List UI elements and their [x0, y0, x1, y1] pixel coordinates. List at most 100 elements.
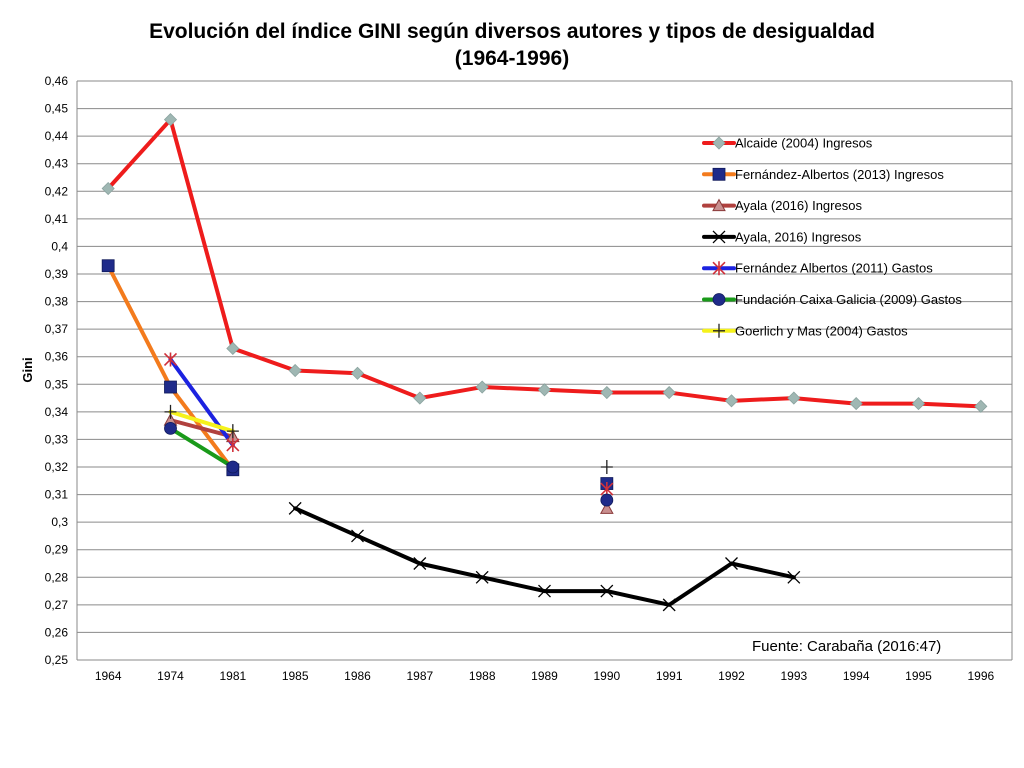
series-4-point — [600, 584, 614, 598]
series-7-point — [164, 404, 177, 419]
x-tick-label: 1964 — [95, 669, 122, 683]
x-tick-label: 1994 — [843, 669, 870, 683]
series-1-point — [787, 391, 801, 405]
y-tick-label: 0,42 — [45, 184, 69, 198]
y-tick-label: 0,36 — [45, 350, 69, 364]
series-6-line — [168, 426, 235, 469]
chart-title: Evolución del índice GINI según diversos… — [149, 20, 875, 43]
axes: 0,25 0,26 0,27 0,28 0,29 0,3 0,31 0,32 0,33 0,34 0… — [45, 74, 1013, 683]
series-5-point — [163, 352, 178, 367]
series-1-point — [226, 341, 240, 356]
y-tick-label: 0,44 — [45, 129, 69, 143]
legend-label: Alcaide (2004) Ingresos — [735, 136, 873, 151]
y-tick-label: 0,27 — [45, 598, 69, 612]
x-tick-label: 1996 — [967, 669, 994, 683]
series-4-point — [787, 570, 801, 584]
legend-label: Goerlich y Mas (2004) Gastos — [735, 323, 908, 338]
series-1-point — [600, 385, 614, 400]
series-1-point — [288, 363, 302, 378]
series-markers — [101, 113, 988, 612]
series-7-line — [168, 409, 235, 434]
x-tick-label: 1990 — [593, 669, 620, 683]
x-tick-label: 1992 — [718, 669, 745, 683]
legend-swatch-marker — [712, 136, 726, 150]
y-tick-label: 0,41 — [45, 212, 69, 226]
legend-swatch-marker — [712, 198, 726, 212]
legend-swatch-marker — [712, 230, 726, 244]
y-tick-label: 0,38 — [45, 295, 69, 309]
series-2-point — [101, 259, 115, 273]
series-7-point — [600, 460, 613, 474]
x-tick-label: 1985 — [282, 669, 309, 683]
series-1-point — [849, 397, 863, 411]
series-4-point — [662, 598, 676, 612]
series-6-point — [600, 493, 614, 507]
legend-swatch-marker — [712, 293, 726, 306]
series-5-point — [226, 437, 240, 452]
legend-label: Ayala, 2016) Ingresos — [735, 229, 862, 244]
x-tick-label: 1989 — [531, 669, 558, 683]
series-1-point — [475, 380, 489, 394]
legend-label: Ayala (2016) Ingresos — [735, 198, 862, 213]
legend-label: Fernández Albertos (2011) Gastos — [735, 261, 933, 276]
legend-swatch-marker — [712, 261, 726, 276]
series-4-point — [475, 570, 489, 584]
series-lines — [106, 117, 983, 607]
series-1-point — [974, 399, 988, 413]
x-tick-label: 1981 — [219, 669, 246, 683]
series-1-point — [537, 383, 552, 397]
y-tick-label: 0,34 — [45, 405, 69, 419]
y-tick-label: 0,37 — [45, 322, 69, 336]
chart-subtitle: (1964-1996) — [454, 47, 570, 70]
series-4-point — [413, 557, 427, 570]
y-tick-label: 0,26 — [45, 625, 69, 639]
y-tick-label: 0,28 — [45, 570, 69, 584]
y-tick-label: 0,31 — [45, 488, 69, 502]
series-4-point — [725, 557, 738, 570]
legend-swatch-marker — [713, 323, 725, 338]
series-6-point — [164, 421, 177, 435]
x-tick-label: 1991 — [656, 669, 683, 683]
legend-label: Fernández-Albertos (2013) Ingresos — [735, 167, 944, 182]
source-annotation: Fuente: Carabaña (2016:47) — [752, 638, 941, 655]
y-tick-label: 0,39 — [45, 267, 69, 281]
series-1-point — [413, 391, 427, 405]
x-tick-label: 1993 — [780, 669, 807, 683]
y-tick-label: 0,43 — [45, 157, 69, 171]
y-tick-label: 0,4 — [51, 239, 68, 253]
series-1-point — [724, 394, 739, 408]
series-1-point — [163, 113, 178, 127]
y-axis-label: Gini — [20, 357, 35, 382]
y-tick-label: 0,35 — [45, 377, 69, 391]
x-tick-label: 1986 — [344, 669, 371, 683]
series-2-point — [164, 380, 177, 394]
legend: Alcaide (2004) Ingresos Fernández-Alberto… — [702, 136, 962, 338]
series-6-point — [226, 460, 240, 474]
x-tick-label: 1974 — [157, 669, 184, 683]
y-tick-label: 0,25 — [45, 653, 69, 667]
series-4-point — [351, 529, 364, 543]
y-tick-label: 0,33 — [45, 432, 69, 446]
y-tick-label: 0,32 — [45, 460, 69, 474]
y-tick-label: 0,46 — [45, 74, 69, 88]
series-1-point — [662, 385, 676, 400]
series-1-point — [350, 366, 365, 380]
series-3-point — [599, 501, 614, 514]
y-tick-label: 0,29 — [45, 543, 69, 557]
series-5-line — [168, 357, 235, 447]
series-4-point — [538, 584, 551, 598]
x-tick-label: 1987 — [406, 669, 433, 683]
y-tick-label: 0,3 — [51, 515, 68, 529]
x-tick-label: 1988 — [469, 669, 496, 683]
series-1-point — [911, 397, 926, 411]
series-4-point — [288, 501, 302, 515]
legend-label: Fundación Caixa Galicia (2009) Gastos — [735, 292, 962, 307]
legend-swatch-marker — [712, 167, 726, 181]
y-tick-label: 0,45 — [45, 102, 69, 116]
series-1-point — [101, 181, 115, 196]
chart-title-block: Evolución del índice GINI según diversos… — [0, 18, 1024, 72]
x-tick-label: 1995 — [905, 669, 932, 683]
series-7-point — [226, 424, 239, 439]
